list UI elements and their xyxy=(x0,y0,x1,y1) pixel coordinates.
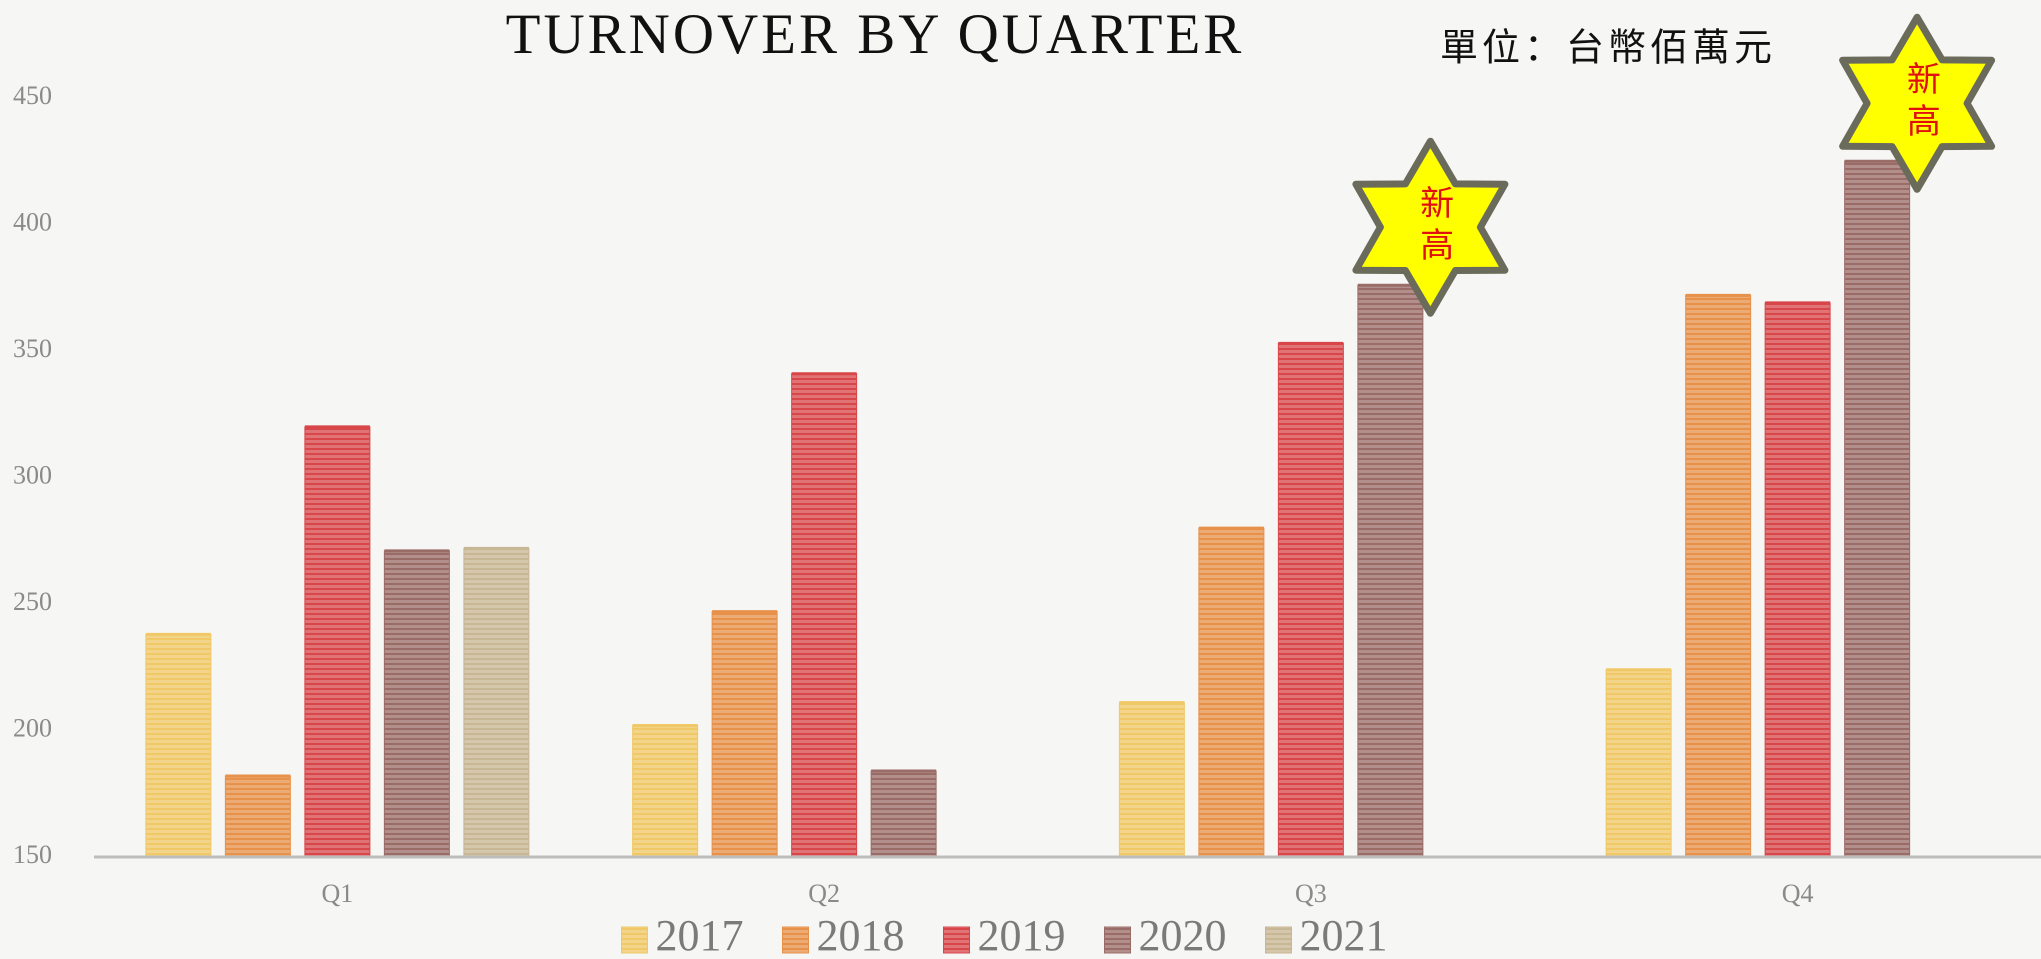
legend-label: 2017 xyxy=(656,911,744,959)
bar xyxy=(145,633,212,858)
x-tick-label: Q4 xyxy=(1782,879,1814,908)
y-tick-label: 200 xyxy=(13,713,52,742)
chart-title: TURNOVER BY QUARTER xyxy=(506,3,1245,66)
y-tick-label: 450 xyxy=(13,81,52,110)
bar xyxy=(224,775,291,858)
bar xyxy=(1685,294,1752,858)
annotation-star xyxy=(1352,137,1509,317)
legend-label: 2021 xyxy=(1300,911,1388,959)
legend-swatch xyxy=(943,926,970,954)
legend-swatch xyxy=(1265,926,1292,954)
x-tick-label: Q3 xyxy=(1295,879,1327,908)
bar xyxy=(1198,527,1265,858)
y-tick-label: 300 xyxy=(13,460,52,489)
legend-swatch xyxy=(621,926,648,954)
legend-label: 2020 xyxy=(1139,911,1227,959)
bar xyxy=(304,426,371,858)
bar xyxy=(383,550,450,858)
legend-label: 2019 xyxy=(978,911,1066,959)
y-tick-label: 150 xyxy=(13,840,52,869)
legend-swatch xyxy=(782,926,809,954)
unit-label: 單位：台幣佰萬元 xyxy=(1440,28,1776,70)
bar xyxy=(1357,284,1424,858)
bar xyxy=(1764,302,1831,858)
bar xyxy=(632,724,699,858)
y-tick-label: 250 xyxy=(13,587,52,616)
legend-swatch xyxy=(1104,926,1131,954)
x-tick-label: Q2 xyxy=(808,879,840,908)
annotation-star xyxy=(1839,13,1996,193)
bar xyxy=(1277,342,1344,858)
annotation-text: 新高 xyxy=(1901,61,1939,145)
bar xyxy=(1605,669,1672,858)
bar xyxy=(1118,702,1185,858)
y-tick-label: 400 xyxy=(13,207,52,236)
bar xyxy=(711,611,778,858)
bar xyxy=(791,373,858,858)
annotation-text: 新高 xyxy=(1415,185,1453,269)
bar xyxy=(870,770,937,858)
legend-label: 2018 xyxy=(817,911,905,959)
bar xyxy=(1844,160,1911,858)
x-tick-label: Q1 xyxy=(321,879,353,908)
bar xyxy=(463,547,530,858)
y-tick-label: 350 xyxy=(13,334,52,363)
